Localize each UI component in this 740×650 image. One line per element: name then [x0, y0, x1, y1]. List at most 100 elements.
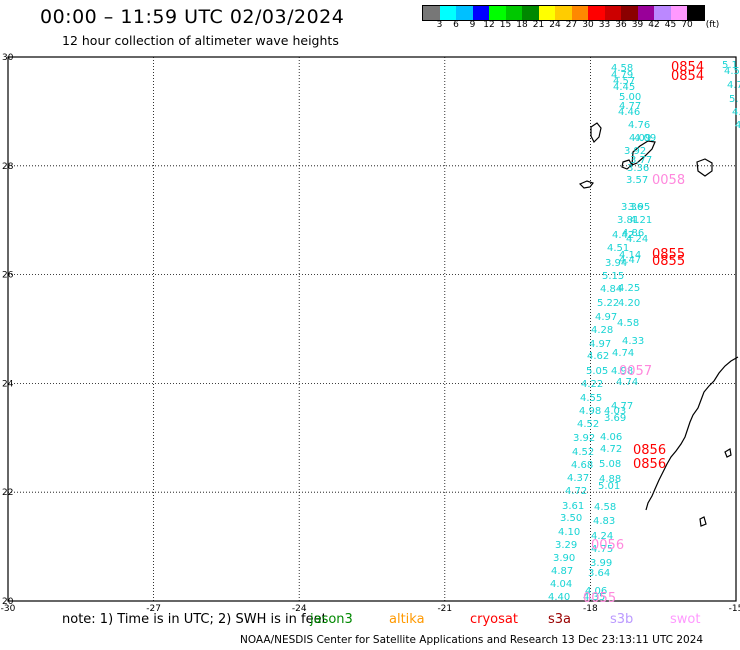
wave-height-value: 4.79: [611, 70, 633, 81]
pass-time-label: 0854: [671, 69, 704, 84]
lat-lon-grid: [8, 57, 736, 601]
wave-height-value: 4.04: [550, 579, 572, 590]
colorbar-tick-label: 6: [453, 20, 459, 30]
wave-height-value: 4.46: [618, 107, 640, 118]
wave-height-value: 4.57: [613, 76, 635, 87]
colorbar: [422, 5, 705, 21]
pass-time-label: 0057: [619, 364, 652, 379]
wave-height-value: 3.77: [630, 155, 652, 166]
wave-height-value: 4.77: [611, 401, 633, 412]
wave-height-value: 4.06: [585, 586, 607, 597]
coastline: [578, 122, 739, 527]
wave-height-value: 4.77: [619, 101, 641, 112]
lat-tick-label: 24: [2, 379, 14, 389]
wave-height-value: 4.22: [581, 379, 603, 390]
wave-height-value: 4.: [732, 107, 740, 118]
wave-height-value: 3.36: [627, 163, 649, 174]
colorbar-swatch: [637, 6, 654, 20]
footnote: note: 1) Time is in UTC; 2) SWH is in fe…: [62, 612, 327, 627]
wave-height-value: 4.72: [565, 486, 587, 497]
colorbar-swatch: [571, 6, 588, 20]
colorbar-tick-label: 9: [469, 20, 476, 30]
wave-height-value: 4.98: [579, 406, 601, 417]
wave-height-value: 4.24: [626, 234, 648, 245]
wave-height-value: 3.99: [590, 558, 612, 569]
wave-height-value: 3.69: [604, 413, 626, 424]
wave-height-value: 3.57: [626, 175, 648, 186]
wave-height-value: 4.62: [587, 351, 609, 362]
lat-tick-label: 28: [2, 162, 14, 172]
colorbar-swatch: [604, 6, 621, 20]
wave-height-value: 4.28: [591, 325, 613, 336]
wave-height-value: 4.86: [622, 228, 644, 239]
wave-height-value: 5.1: [722, 60, 738, 71]
wave-height-value: 3.64: [588, 568, 610, 579]
wave-height-value: 4.09: [634, 133, 656, 144]
islet-south: [699, 516, 707, 527]
wave-height-value: 4.97: [595, 312, 617, 323]
wave-height-value: 3.92: [573, 433, 595, 444]
wave-height-value: 4.20: [618, 298, 640, 309]
wave-height-value: 5.15: [602, 271, 624, 282]
pass-time-label: 0855: [652, 247, 685, 262]
pass-time-label: 0855: [652, 254, 685, 269]
wave-height-value: 4.72: [600, 444, 622, 455]
colorbar-swatch: [456, 6, 473, 20]
wave-height-value: 4.47: [619, 255, 641, 266]
colorbar-tick-label: 12: [483, 20, 495, 30]
colorbar-swatch: [654, 6, 671, 20]
wave-height-value: 5.22: [597, 298, 619, 309]
wave-height-value: 3.92: [624, 146, 646, 157]
colorbar-unit: (ft): [705, 20, 720, 30]
wave-height-value: 4.88: [599, 474, 621, 485]
lat-tick-label: 30: [2, 53, 14, 63]
wave-height-value: 4.75: [591, 544, 613, 555]
colorbar-swatch: [522, 6, 539, 20]
pass-time-label: 0055: [583, 591, 616, 606]
wave-height-value: 4.21: [630, 215, 652, 226]
wave-height-value: 4.52: [572, 447, 594, 458]
pass-time-label: 0056: [591, 538, 624, 553]
colorbar-swatch: [555, 6, 572, 20]
lon-tick-label: -27: [146, 604, 161, 612]
wave-height-value: 4.51: [607, 243, 629, 254]
wave-height-value: 4.83: [593, 516, 615, 527]
african-coast: [645, 356, 739, 511]
map-plot: -30-27-24-21-18-15302826242220 4.584.794…: [1, 53, 740, 612]
wave-height-value: 4.37: [567, 473, 589, 484]
satellite-legend-item: swot: [670, 612, 701, 627]
wave-height-value: 4.14: [619, 250, 641, 261]
wave-height-value: 4.: [735, 120, 740, 131]
colorbar-tick-label: 36: [615, 20, 627, 30]
colorbar-tick-label: 3: [436, 20, 443, 30]
colorbar-swatch: [588, 6, 605, 20]
colorbar-tick-label: 33: [598, 20, 611, 30]
wave-height-value: 4.5: [724, 66, 740, 77]
la-palma-island: [590, 122, 602, 144]
wave-height-value: 5.01: [598, 481, 620, 492]
satellite-legend-item: s3b: [610, 612, 634, 627]
map-title: 00:00 – 11:59 UTC 02/03/2024: [40, 6, 345, 28]
colorbar-tick-label: 15: [499, 20, 512, 30]
wave-height-value: 4.35: [583, 592, 605, 603]
wave-height-value: 3.95: [628, 202, 650, 213]
colorbar-swatch: [538, 6, 555, 20]
colorbar-swatch: [472, 6, 489, 20]
wave-height-value: 3.90: [553, 553, 575, 564]
colorbar-swatch: [621, 6, 638, 20]
gomera-island: [621, 159, 633, 170]
wave-height-value: 4.58: [594, 502, 616, 513]
lon-tick-label: -24: [292, 604, 307, 612]
wave-height-value: 4.68: [571, 460, 593, 471]
axis-ticks: -30 -27 -24 -21 -18 -15 30 28 26 24 22 20: [1, 53, 740, 612]
wave-height-value: 3.29: [555, 540, 577, 551]
satellite-legend-item: altika: [389, 612, 425, 627]
colorbar-swatch: [670, 6, 687, 20]
colorbar-tick-label: 70: [681, 20, 693, 30]
satellite-legend-item: s3a: [548, 612, 572, 627]
wave-height-value: 4.76: [628, 120, 650, 131]
wave-height-value: 3.94: [605, 258, 627, 269]
wave-height-values: 4.584.794.574.455.004.774.464.764.094.09…: [548, 60, 740, 603]
wave-height-value: 5.: [729, 94, 739, 105]
